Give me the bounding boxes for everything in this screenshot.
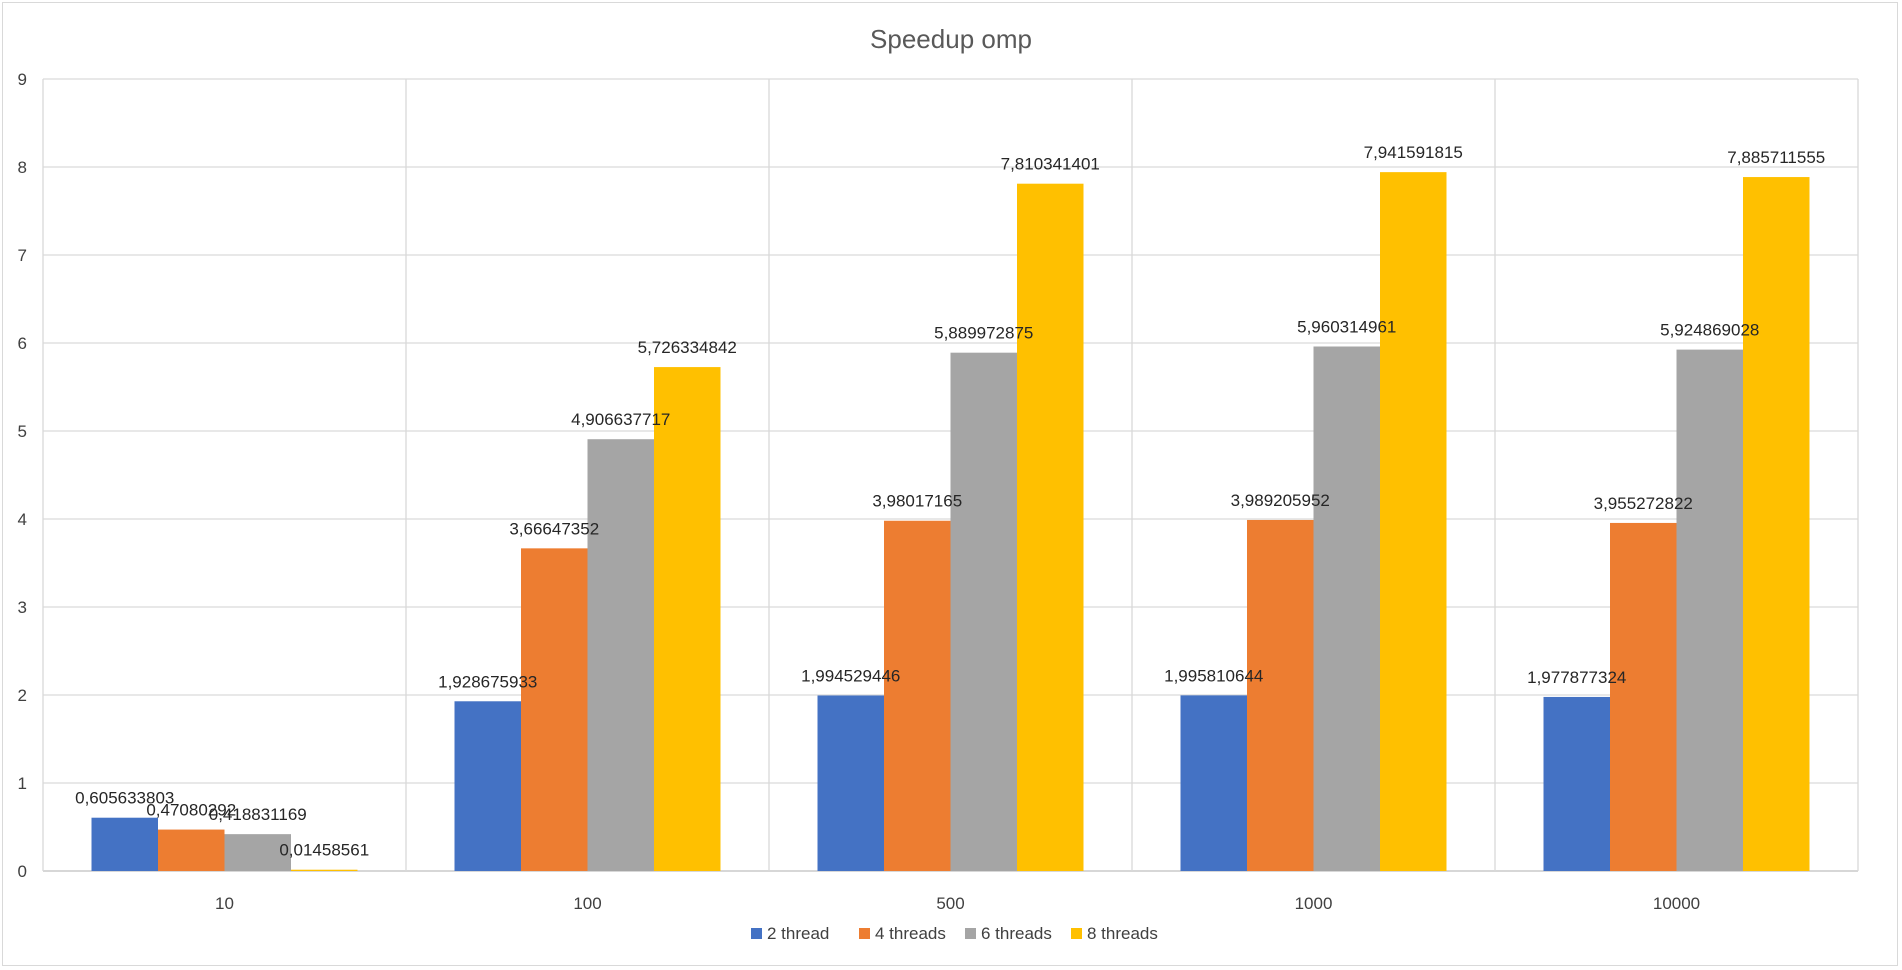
bars-layer: [91, 172, 1810, 872]
axis-layer: 0 1 2 3 4 5 6 7 8 9 10 100 500 1000 10000: [18, 70, 1701, 913]
data-label: 1,995810644: [1164, 666, 1263, 685]
bar: [1180, 695, 1247, 871]
bar: [950, 352, 1017, 871]
bar: [91, 817, 158, 871]
bar: [654, 367, 721, 871]
legend-entry: 4 threads: [859, 924, 946, 943]
data-label: 4,906637717: [571, 410, 670, 429]
data-label: 3,989205952: [1231, 491, 1330, 510]
legend-label: 4 threads: [875, 924, 946, 943]
bar: [291, 869, 358, 871]
data-label: 0,01458561: [279, 841, 369, 860]
y-tick-label: 8: [18, 158, 27, 177]
y-tick-label: 2: [18, 686, 27, 705]
y-tick-label: 1: [18, 774, 27, 793]
legend-entry: 2 thread: [751, 924, 829, 943]
data-label: 1,994529446: [801, 666, 900, 685]
bar: [817, 695, 884, 871]
y-tick-label: 4: [18, 510, 27, 529]
y-tick-label: 6: [18, 334, 27, 353]
y-tick-label: 3: [18, 598, 27, 617]
chart-title: Speedup omp: [870, 24, 1032, 54]
legend-swatch: [965, 928, 976, 939]
bar: [1676, 349, 1743, 871]
legend-swatch: [1071, 928, 1082, 939]
y-tick-label: 0: [18, 862, 27, 881]
bar: [158, 829, 225, 871]
data-label: 0,418831169: [209, 805, 307, 824]
data-label: 5,889972875: [934, 324, 1033, 343]
bar: [1313, 346, 1380, 871]
x-tick-label: 10000: [1653, 894, 1700, 913]
data-label: 7,810341401: [1001, 155, 1100, 174]
bar: [884, 520, 951, 871]
legend-label: 8 threads: [1087, 924, 1158, 943]
bar: [1610, 522, 1677, 871]
x-tick-label: 1000: [1295, 894, 1333, 913]
x-tick-label: 10: [215, 894, 234, 913]
bar: [1543, 696, 1610, 871]
data-label: 0,47080292: [146, 801, 236, 820]
data-label: 3,98017165: [872, 492, 962, 511]
data-label: 5,726334842: [638, 338, 737, 357]
bar: [1743, 177, 1810, 872]
legend-swatch: [751, 928, 762, 939]
data-label: 3,955272822: [1594, 494, 1693, 513]
legend: 2 thread 4 threads 6 threads 8 threads: [751, 924, 1158, 943]
bar: [587, 439, 654, 871]
data-label: 1,977877324: [1527, 668, 1626, 687]
data-label: 0,605633803: [75, 789, 174, 808]
legend-entry: 8 threads: [1071, 924, 1158, 943]
bar: [521, 548, 588, 871]
bar: [1247, 519, 1314, 871]
data-label: 3,66647352: [509, 519, 599, 538]
x-tick-label: 500: [936, 894, 964, 913]
bar: [224, 834, 291, 871]
bar: [454, 701, 521, 871]
legend-label: 6 threads: [981, 924, 1052, 943]
legend-swatch: [859, 928, 870, 939]
data-label: 7,885711555: [1727, 148, 1825, 167]
y-tick-label: 7: [18, 246, 27, 265]
bar: [1380, 172, 1447, 872]
data-label: 1,928675933: [438, 672, 537, 691]
data-label: 5,960314961: [1297, 317, 1396, 336]
legend-entry: 6 threads: [965, 924, 1052, 943]
y-tick-label: 9: [18, 70, 27, 89]
legend-label: 2 thread: [767, 924, 829, 943]
data-label: 7,941591815: [1364, 143, 1463, 162]
bar: [1017, 183, 1084, 872]
data-label: 5,924869028: [1660, 321, 1759, 340]
y-tick-label: 5: [18, 422, 27, 441]
x-tick-label: 100: [573, 894, 601, 913]
chart-svg: Speedup omp 0,6056338030,470802920,41883…: [18, 24, 1859, 943]
